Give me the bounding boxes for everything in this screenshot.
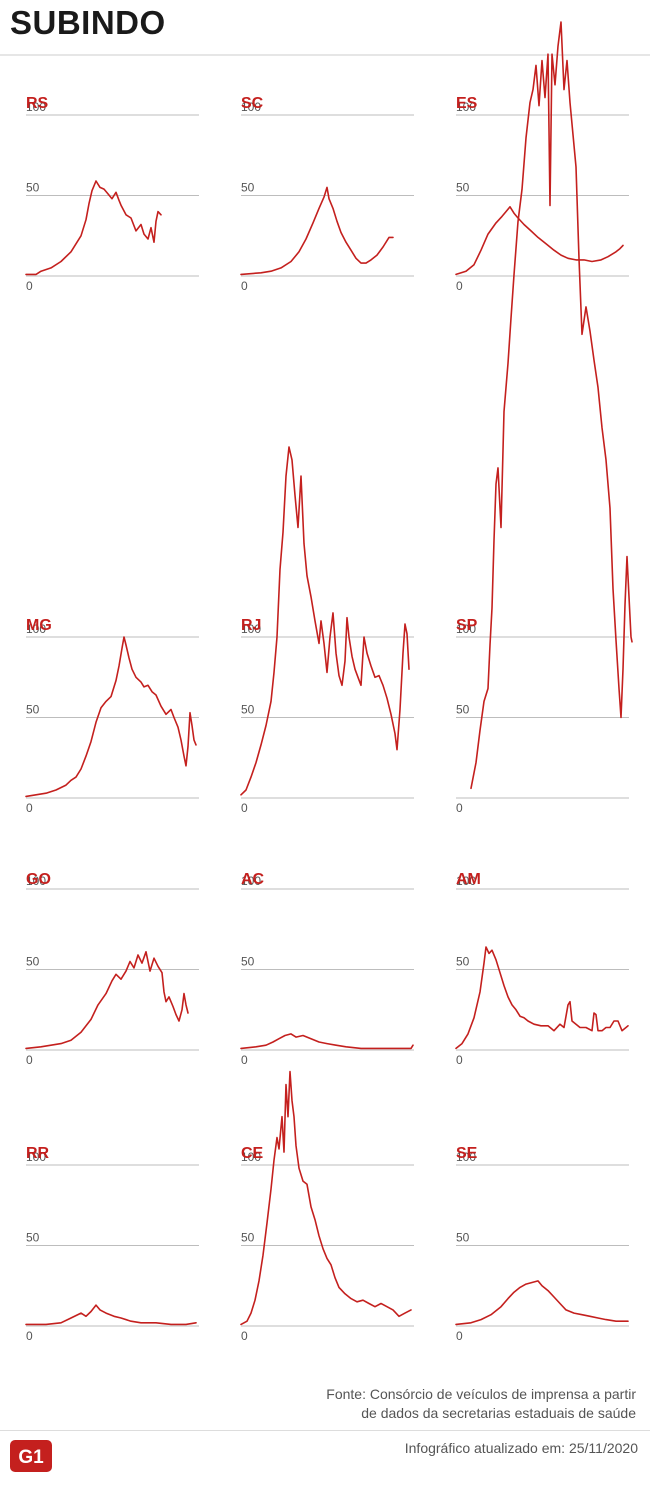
tick-label-ce-100: 100 [241,1150,261,1164]
tick-label-rr-0: 0 [26,1329,33,1343]
state-label-rj: RJ [241,617,261,634]
series-line-sc [240,186,394,276]
g1-logo: G1 [10,1440,52,1472]
tick-label-ce-0: 0 [241,1329,248,1343]
tick-label-se-50: 50 [456,1231,470,1245]
tick-label-am-50: 50 [456,955,470,969]
tick-label-rj-0: 0 [241,801,248,815]
source-note: Fonte: Consórcio de veículos de imprensa… [236,1385,636,1423]
tick-label-go-100: 100 [26,874,46,888]
tick-label-ac-0: 0 [241,1053,248,1067]
g1-logo-text: G1 [18,1447,44,1468]
tick-label-sp-50: 50 [456,703,470,717]
tick-label-sc-50: 50 [241,181,255,195]
series-line-am [455,946,629,1050]
series-line-ac [240,1033,414,1050]
g1-logo-background [10,1440,52,1472]
tick-label-sc-0: 0 [241,279,248,293]
state-label-rr: RR [26,1145,50,1162]
tick-label-sc-100: 100 [241,100,261,114]
header-divider [0,54,650,56]
state-label-ac: AC [241,871,265,888]
tick-label-es-50: 50 [456,181,470,195]
state-label-am: AM [456,871,481,888]
tick-label-rj-50: 50 [241,703,255,717]
footer-divider [0,1430,650,1431]
state-label-sp: SP [456,617,478,634]
state-label-ce: CE [241,1145,264,1162]
series-line-es [455,206,624,276]
state-label-se: SE [456,1145,478,1162]
page-title: SUBINDO [10,4,166,41]
tick-label-go-50: 50 [26,955,40,969]
tick-label-rr-100: 100 [26,1150,46,1164]
tick-label-ac-100: 100 [241,874,261,888]
tick-label-ce-50: 50 [241,1231,255,1245]
tick-label-sp-0: 0 [456,801,463,815]
tick-label-rs-50: 50 [26,181,40,195]
state-label-mg: MG [26,617,52,634]
tick-label-rs-0: 0 [26,279,33,293]
series-line-se [455,1280,629,1326]
tick-label-ac-50: 50 [241,955,255,969]
tick-label-go-0: 0 [26,1053,33,1067]
tick-label-es-0: 0 [456,279,463,293]
tick-label-rs-100: 100 [26,100,46,114]
tick-label-mg-100: 100 [26,622,46,636]
source-line-2: de dados da secretarias estaduais de saú… [361,1405,636,1421]
state-label-go: GO [26,871,51,888]
tick-label-am-100: 100 [456,874,476,888]
series-line-rj [240,446,410,796]
series-line-rr [25,1304,197,1326]
tick-label-se-100: 100 [456,1150,476,1164]
tick-label-se-0: 0 [456,1329,463,1343]
series-line-mg [25,636,197,798]
state-label-sc: SC [241,95,264,112]
tick-label-rr-50: 50 [26,1231,40,1245]
source-line-1: Fonte: Consórcio de veículos de imprensa… [326,1386,636,1402]
tick-label-mg-50: 50 [26,703,40,717]
tick-label-am-0: 0 [456,1053,463,1067]
series-line-sp [470,21,633,790]
state-label-es: ES [456,95,478,112]
series-line-ce [240,1070,412,1326]
tick-label-mg-0: 0 [26,801,33,815]
state-label-rs: RS [26,95,49,112]
tick-label-rj-100: 100 [241,622,261,636]
tick-label-es-100: 100 [456,100,476,114]
series-line-rs [25,180,162,276]
updated-timestamp: Infográfico atualizado em: 25/11/2020 [404,1440,638,1456]
series-line-go [25,951,189,1050]
tick-label-sp-100: 100 [456,622,476,636]
